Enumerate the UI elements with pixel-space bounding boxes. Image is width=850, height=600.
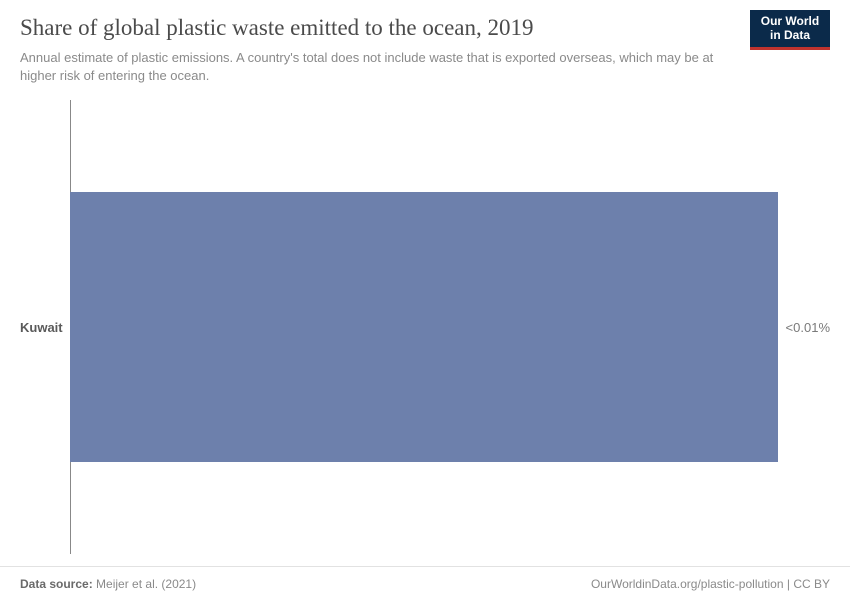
chart-footer: Data source: Meijer et al. (2021) OurWor… [0,566,850,600]
footer-license: CC BY [793,577,830,591]
bar-track: <0.01% [70,192,830,462]
footer-source: Data source: Meijer et al. (2021) [20,577,196,591]
footer-separator: | [784,577,794,591]
footer-link-block: OurWorldinData.org/plastic-pollution | C… [591,577,830,591]
bar-label: Kuwait [20,320,70,335]
footer-link[interactable]: OurWorldinData.org/plastic-pollution [591,577,784,591]
chart-subtitle: Annual estimate of plastic emissions. A … [20,49,720,85]
source-text: Meijer et al. (2021) [96,577,196,591]
source-prefix: Data source: [20,577,93,591]
chart-area: Kuwait <0.01% [20,100,830,554]
owid-logo: Our World in Data [750,10,830,50]
logo-line1: Our World [761,15,819,29]
bar-row: Kuwait <0.01% [20,192,830,462]
chart-title: Share of global plastic waste emitted to… [20,14,830,43]
chart-header: Our World in Data Share of global plasti… [0,0,850,93]
bar-value: <0.01% [786,320,830,335]
logo-line2: in Data [770,29,810,43]
bar [70,192,778,462]
